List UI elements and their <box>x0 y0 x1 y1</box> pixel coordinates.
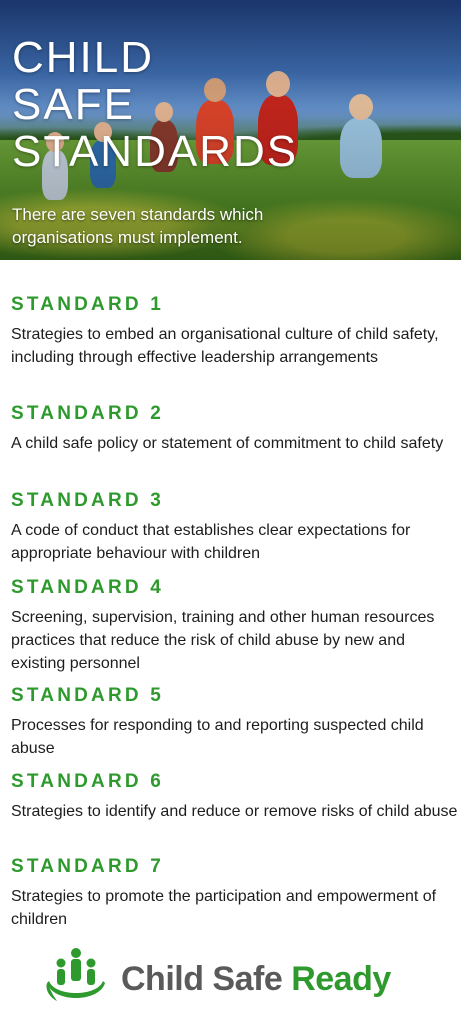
standard-item: STANDARD 5 Processes for responding to a… <box>11 684 459 760</box>
hero-subtitle: There are seven standards which organisa… <box>12 203 332 249</box>
standard-heading: STANDARD 3 <box>11 489 459 513</box>
brand-logo: Child Safe Ready <box>43 945 423 1007</box>
standard-heading: STANDARD 7 <box>11 855 459 879</box>
standard-text: A code of conduct that establishes clear… <box>11 519 459 565</box>
standard-heading: STANDARD 2 <box>11 402 459 426</box>
standard-item: STANDARD 6 Strategies to identify and re… <box>11 770 459 823</box>
family-hands-icon <box>43 945 109 1007</box>
standard-text: A child safe policy or statement of comm… <box>11 432 459 455</box>
standard-text: Strategies to promote the participation … <box>11 885 459 931</box>
hero-banner: CHILD SAFE STANDARDS There are seven sta… <box>0 0 461 260</box>
standard-text: Processes for responding to and reportin… <box>11 714 459 760</box>
standard-text: Strategies to identify and reduce or rem… <box>11 800 459 823</box>
standard-heading: STANDARD 4 <box>11 576 459 600</box>
standard-item: STANDARD 3 A code of conduct that establ… <box>11 489 459 565</box>
brand-wordmark-part1: Child Safe <box>121 960 282 998</box>
standard-text: Screening, supervision, training and oth… <box>11 606 459 675</box>
standard-heading: STANDARD 6 <box>11 770 459 794</box>
brand-wordmark: Child Safe Ready <box>121 959 391 999</box>
standard-item: STANDARD 1 Strategies to embed an organi… <box>11 293 459 369</box>
standard-text: Strategies to embed an organisational cu… <box>11 323 459 369</box>
standard-heading: STANDARD 1 <box>11 293 459 317</box>
standard-item: STANDARD 7 Strategies to promote the par… <box>11 855 459 931</box>
brand-wordmark-part2: Ready <box>291 960 391 998</box>
standard-heading: STANDARD 5 <box>11 684 459 708</box>
standard-item: STANDARD 4 Screening, supervision, train… <box>11 576 459 675</box>
standard-item: STANDARD 2 A child safe policy or statem… <box>11 402 459 455</box>
title-line: CHILD <box>12 34 298 81</box>
title-line: SAFE <box>12 81 298 128</box>
title-line: STANDARDS <box>12 128 298 175</box>
page-title: CHILD SAFE STANDARDS <box>12 34 298 175</box>
